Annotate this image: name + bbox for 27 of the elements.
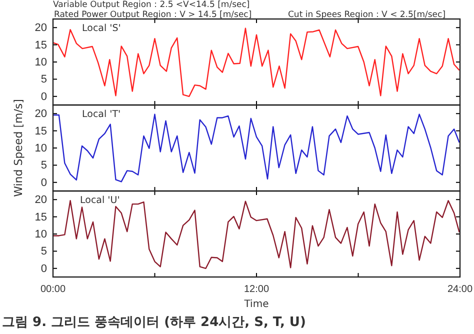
y-tick-label: 20: [34, 194, 47, 206]
annotation: Rated Power Output Region : V > 14.5 [m/sec]: [54, 10, 252, 20]
y-tick-label: 10: [34, 228, 47, 241]
y-tick-label: 15: [34, 39, 47, 52]
y-tick-label: 15: [34, 125, 47, 138]
annotation: Local 'U': [80, 195, 120, 206]
text: Variable Output Region : 2.5 <V<14.5 [m/sec]: [53, 0, 250, 10]
y-tick-label: 0: [40, 262, 47, 275]
y-tick-label: 0: [40, 90, 47, 103]
x-tick-label: 12:00: [244, 284, 270, 296]
y-tick-label: 5: [40, 246, 47, 258]
y-tick-label: 15: [34, 211, 47, 224]
y-tick-label: 20: [34, 108, 47, 120]
y-tick-label: 5: [40, 160, 47, 172]
x-tick-label: 00:00: [40, 284, 66, 296]
caption: 그림 9. 그리드 풍속데이터 (하루 24시간, S, T, U): [2, 315, 306, 330]
x-axis-title: Time: [243, 299, 269, 310]
annotation: Cut in Spees Region : V < 2.5[m/sec]: [288, 10, 446, 20]
y-axis-title: Wind Speed [m/s]: [12, 99, 25, 197]
y-tick-label: 10: [34, 56, 47, 69]
annotation: Local 'S': [82, 23, 121, 34]
y-tick-label: 20: [34, 22, 47, 34]
y-tick-label: 5: [40, 74, 47, 86]
y-tick-label: 10: [34, 142, 47, 155]
y-tick-label: 0: [40, 176, 47, 189]
x-tick-label: 24:00: [447, 284, 473, 296]
annotation: Local 'T': [82, 109, 121, 120]
